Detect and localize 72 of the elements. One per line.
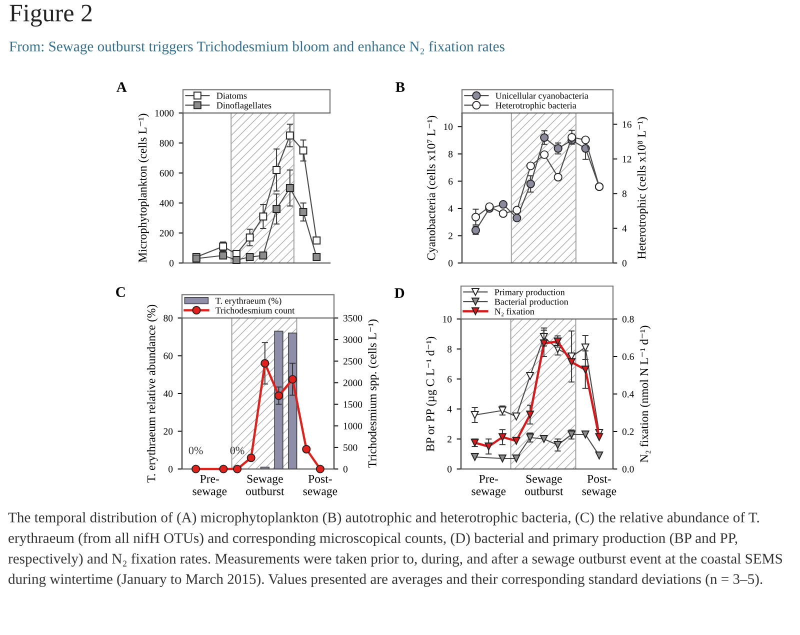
y-tick-label: 2 — [448, 436, 452, 442]
y-tick-label: 0 — [168, 466, 173, 472]
chart-title: A — [116, 82, 127, 92]
y2-tick-label: 0.2 — [622, 428, 634, 436]
x-tick-label: Post- sewage — [303, 475, 338, 498]
text: From: Sewage outburst triggers Trichodesmium bloom and enhance N₂ fixation rates — [9, 41, 504, 54]
y2-tick-label: 16 — [622, 121, 632, 128]
y-tick-label: 4 — [447, 406, 452, 412]
y-axis-title: Cyanobacteria (cells x10⁷ L⁻¹) — [426, 116, 438, 260]
legend-label: Primary production — [494, 288, 565, 298]
y-tick-label: 8 — [448, 150, 453, 158]
y2-tick-label: 1500 — [344, 401, 362, 408]
text: The temporal distribution of (A) microphytoplankton (B) autotrophic and heterotrophic bacteria, (C) the relative abundance of T. erythraeum (from all nifH OTUs) and corresponding microscopical counts, (D) bacterial and primary production (BP and PP, respectively) and N₂ fixation rates. Measurements were taken prior to, during, and after a sewage outburst event at the coastal SEMS during wintertime (January to March 2015). Values presented are averages and their corresponding standard deviations (n = 3–5). — [8, 512, 782, 587]
y2-tick-label: 4 — [622, 225, 627, 232]
y-tick-label: 400 — [160, 200, 174, 206]
legend-label: Dinoflagellates — [216, 102, 272, 110]
legend-label: Heterotrophic bacteria — [496, 102, 576, 110]
y-tick-label: 2 — [448, 232, 452, 240]
y-tick-label: 800 — [160, 140, 174, 146]
x-tick-label: Sewage outburst — [246, 474, 284, 496]
y-tick-label: 4 — [448, 205, 453, 212]
y-tick-label: 0 — [169, 260, 174, 266]
y-axis-title: BP or PP (µg C L⁻¹ d⁻¹) — [426, 336, 437, 452]
chart-title: C — [116, 287, 125, 297]
y-tick-label: 10 — [444, 124, 453, 130]
y-tick-label: 10 — [443, 316, 452, 322]
y-axis-title: Microphytoplankton (cells L⁻¹) — [138, 114, 149, 262]
y-tick-label: 600 — [160, 170, 174, 176]
y2-axis-title: Trichodesmium spp. (cells L⁻¹) — [368, 320, 379, 468]
y-axis-title: T. erythraeum relative abundance (%) — [146, 304, 158, 482]
legend-label: Diatoms — [216, 92, 247, 99]
y2-axis-title: Heterotrophic (cells x10⁸ L⁻¹) — [637, 117, 648, 260]
legend-label: Trichodesmium count — [216, 307, 295, 314]
y2-tick-label: 0.8 — [622, 316, 634, 323]
y-tick-label: 8 — [447, 346, 452, 352]
legend-label: Unicellular cyanobacteria — [496, 92, 588, 101]
data-label: 0% — [230, 446, 244, 454]
chart-title: B — [396, 82, 405, 92]
y2-tick-label: 0.4 — [622, 390, 634, 398]
y-tick-label: 60 — [164, 352, 173, 360]
legend-label: T. erythraeum (%) — [216, 297, 282, 306]
y-tick-label: 0 — [448, 260, 453, 266]
y2-tick-label: 0 — [343, 466, 348, 472]
y2-tick-label: 8 — [622, 190, 627, 198]
y-tick-label: 0 — [447, 466, 452, 472]
y2-tick-label: 2000 — [343, 380, 362, 386]
y2-tick-label: 500 — [344, 444, 358, 451]
y-tick-label: 20 — [164, 428, 173, 435]
x-tick-label: Post- sewage — [582, 475, 616, 498]
y-tick-label: 40 — [163, 390, 173, 397]
y2-tick-label: 0.6 — [622, 353, 634, 360]
y2-tick-label: 12 — [622, 156, 632, 162]
legend-label: Bacterial production — [494, 298, 568, 307]
y-tick-label: 1000 — [155, 110, 174, 116]
y2-tick-label: 1000 — [344, 422, 362, 430]
y2-axis-title: N₂ fixation (nmol N L⁻¹ d⁻¹) — [640, 326, 651, 462]
x-tick-label: Pre- sewage — [192, 475, 227, 498]
x-tick-label: Pre- sewage — [472, 475, 506, 498]
data-label: 0% — [188, 446, 203, 454]
y2-tick-label: 2500 — [343, 358, 362, 365]
y2-tick-label: 0 — [622, 260, 627, 266]
y2-tick-label: 3500 — [343, 314, 362, 322]
y2-tick-label: 0.0 — [622, 466, 634, 473]
y-tick-label: 200 — [160, 230, 174, 236]
chart-title: D — [394, 288, 404, 298]
y-tick-label: 6 — [448, 376, 452, 382]
y-tick-label: 6 — [448, 178, 453, 185]
y2-tick-label: 3000 — [343, 336, 362, 344]
y-tick-label: 80 — [164, 314, 173, 322]
legend-label: N₂ fixation — [494, 308, 534, 316]
x-tick-label: Sewage outburst — [525, 474, 564, 496]
text: Figure 2 — [10, 4, 92, 27]
